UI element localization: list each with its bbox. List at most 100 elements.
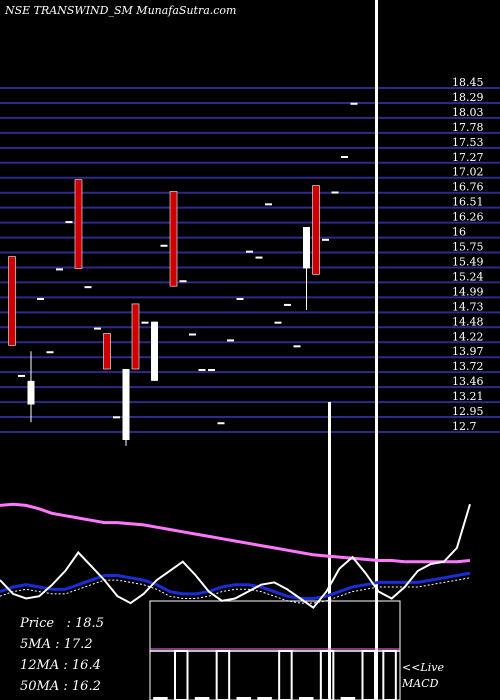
candle-body (208, 369, 215, 371)
price-spike (375, 0, 378, 700)
candle-body (255, 256, 263, 259)
candle-body (227, 339, 234, 342)
ma-short-line (0, 502, 471, 564)
candle-body (189, 333, 196, 336)
y-tick-label: 14.48 (452, 315, 484, 328)
y-axis-ticks: 18.45 18.29 18.03 17.78 17.53 17.27 17.02 16.76… (452, 76, 484, 433)
y-tick-label: 13.97 (452, 345, 484, 358)
candle-body (265, 203, 272, 206)
macd-bar (153, 697, 168, 700)
ma12-label: 12MA (20, 658, 60, 673)
macd-bar (382, 650, 397, 700)
candle-body (65, 221, 73, 224)
y-tick-label: 18.29 (452, 91, 484, 104)
y-tick-label: 15.75 (452, 241, 484, 254)
candle-body (169, 191, 178, 287)
y-tick-label: 17.78 (452, 121, 484, 134)
macd-bar (278, 650, 293, 700)
ma50-value: 16.2 (71, 679, 101, 694)
candle-body (8, 256, 16, 346)
y-tick-label: 13.46 (452, 375, 484, 388)
candle-body (56, 268, 63, 271)
candle-body (113, 416, 120, 419)
y-tick-label: 17.53 (452, 136, 484, 149)
price-line (0, 503, 471, 610)
ma5-label: 5MA (20, 637, 51, 652)
y-tick-label: 14.73 (452, 300, 484, 313)
candle-body (160, 244, 168, 247)
candle-body (103, 333, 111, 370)
y-tick-label: 14.99 (452, 285, 484, 298)
macd-bar (194, 697, 210, 700)
candle-body (131, 303, 140, 370)
y-tick-label: 12.95 (452, 405, 484, 418)
macd-bar (361, 650, 376, 700)
candle-body (122, 369, 130, 440)
candlesticks (8, 0, 378, 700)
y-tick-label: 13.72 (452, 360, 484, 373)
candle-body (293, 345, 301, 348)
y-tick-label: 16.76 (452, 181, 484, 194)
y-tick-label: 15.49 (452, 255, 484, 268)
price-label: Price (20, 616, 55, 631)
ma5-readout: 5MA : 17.2 (20, 637, 93, 652)
candle-body (341, 156, 348, 158)
candle-body (179, 280, 187, 283)
ma5-value: 17.2 (63, 637, 93, 652)
candle-body (27, 380, 35, 405)
candle-body (350, 102, 358, 105)
candle-body (217, 422, 225, 425)
y-tick-label: 16 (452, 226, 466, 239)
macd-bar (174, 650, 189, 700)
price-grid (0, 87, 500, 433)
candle-body (331, 191, 339, 194)
y-tick-label: 12.7 (452, 420, 477, 433)
macd-bar (236, 697, 251, 700)
macd-bar (299, 697, 314, 700)
y-tick-label: 13.21 (452, 390, 484, 403)
macd-bar (340, 697, 356, 700)
macd-label: MACD (402, 677, 439, 690)
candle-body (94, 327, 101, 330)
y-tick-label: 18.03 (452, 106, 484, 119)
candle-body (322, 238, 329, 241)
ma50-readout: 50MA : 16.2 (20, 679, 101, 694)
moving-average-panel (0, 502, 471, 610)
candle-body (84, 286, 92, 289)
ma-long-line (0, 571, 471, 600)
candle-body (236, 298, 244, 300)
ma50-label: 50MA (20, 679, 60, 694)
y-tick-label: 16.26 (452, 211, 484, 224)
y-tick-label: 18.45 (452, 76, 484, 89)
candle-body (303, 227, 310, 269)
ma12-value: 16.4 (71, 658, 101, 673)
candle-body (284, 303, 291, 306)
candle-body (141, 321, 149, 324)
macd-bar (257, 697, 272, 700)
ma12-readout: 12MA : 16.4 (20, 658, 101, 673)
y-tick-label: 17.27 (452, 151, 484, 164)
candle-body (74, 179, 83, 269)
price-spike (328, 402, 331, 700)
candle-body (46, 351, 54, 354)
y-tick-label: 14.22 (452, 330, 484, 343)
candle-body (151, 321, 158, 381)
candle-body (246, 250, 253, 253)
price-value: 18.5 (75, 616, 104, 631)
candle-body (274, 321, 282, 324)
y-tick-label: 17.02 (452, 166, 484, 179)
y-tick-label: 16.51 (452, 196, 484, 209)
chart-title: NSE TRANSWIND_SM MunafaSutra.com (5, 4, 237, 17)
candle-body (37, 298, 44, 300)
macd-bar (215, 650, 231, 700)
signal-line (0, 577, 471, 604)
live-label: <<Live (402, 661, 444, 674)
candle-body (18, 374, 25, 377)
macd-bar (319, 650, 335, 700)
y-tick-label: 15.24 (452, 270, 484, 283)
candle-body (198, 369, 206, 371)
macd-panel (149, 600, 401, 700)
candle-body (312, 185, 320, 275)
price-readout: Price : 18.5 (20, 616, 104, 631)
